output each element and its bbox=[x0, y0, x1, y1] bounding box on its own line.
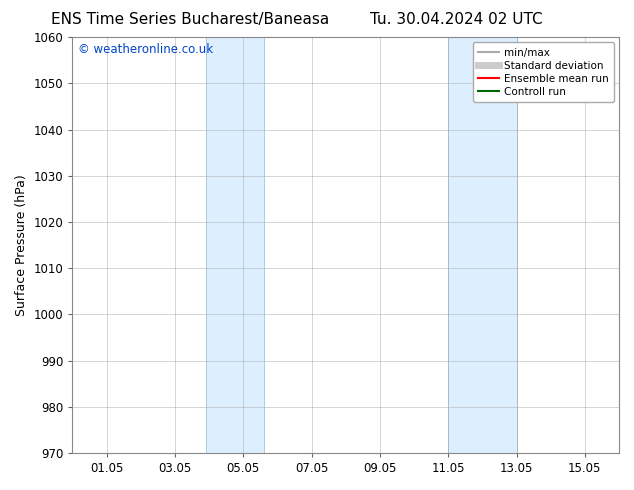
Bar bbox=[448, 37, 517, 453]
Text: © weatheronline.co.uk: © weatheronline.co.uk bbox=[78, 44, 213, 56]
Y-axis label: Surface Pressure (hPa): Surface Pressure (hPa) bbox=[15, 174, 28, 316]
Text: ENS Time Series Bucharest/Baneasa: ENS Time Series Bucharest/Baneasa bbox=[51, 12, 329, 27]
Text: Tu. 30.04.2024 02 UTC: Tu. 30.04.2024 02 UTC bbox=[370, 12, 543, 27]
Title: ENS Time Series Bucharest/Baneasa     Tu. 30.04.2024 02 UTC: ENS Time Series Bucharest/Baneasa Tu. 30… bbox=[0, 489, 1, 490]
Bar bbox=[205, 37, 264, 453]
Legend: min/max, Standard deviation, Ensemble mean run, Controll run: min/max, Standard deviation, Ensemble me… bbox=[472, 42, 614, 102]
